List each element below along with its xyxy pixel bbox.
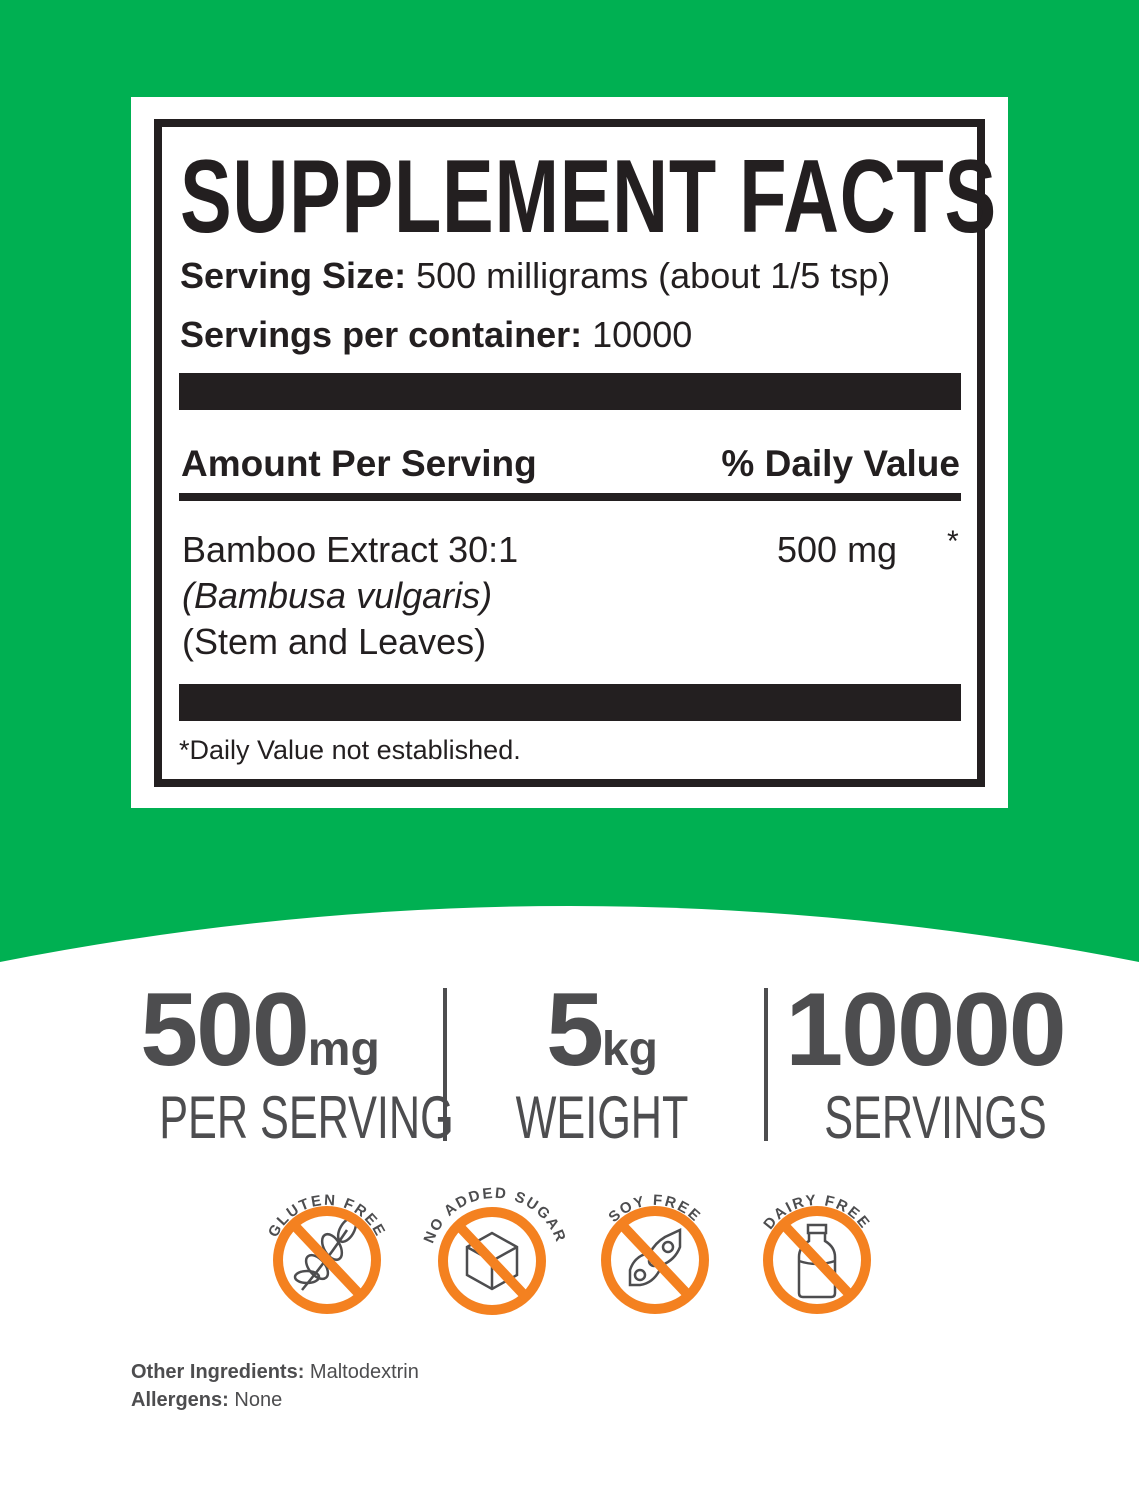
other-ingredients-value: Maltodextrin [309, 1361, 419, 1383]
servings-per-container: Servings per container: 10000 [180, 314, 692, 356]
other-ingredients-label: Other Ingredients: [131, 1361, 305, 1383]
serving-size-label: Serving Size: [180, 255, 407, 296]
supplement-facts-panel: SUPPLEMENT FACTS Serving Size: 500 milli… [131, 97, 1008, 808]
serving-size: Serving Size: 500 milligrams (about 1/5 … [180, 255, 890, 297]
serving-size-value: 500 milligrams (about 1/5 tsp) [416, 255, 891, 296]
stat-weight: 5kg WEIGHT [462, 978, 742, 1151]
divider [179, 493, 961, 501]
stat-number: 500 [140, 972, 310, 1088]
servings-label: Servings per container: [180, 314, 583, 355]
allergens-value: None [234, 1389, 283, 1411]
stat-number: 5 [546, 972, 604, 1088]
ingredient-amount: 500 mg [777, 529, 898, 570]
amount-per-serving-header: Amount Per Serving [181, 443, 537, 484]
facts-frame: SUPPLEMENT FACTS Serving Size: 500 milli… [154, 119, 996, 787]
stat-label: PER SERVING [159, 1084, 454, 1151]
soy-free-badge: SOY FREE [601, 1192, 709, 1314]
allergens: Allergens: None [131, 1389, 282, 1412]
white-wave [0, 906, 1139, 1080]
ingredient-parts: (Stem and Leaves) [182, 621, 487, 662]
stat-servings: 10000 SERVINGS [785, 978, 1066, 1151]
facts-title: SUPPLEMENT FACTS [180, 139, 997, 255]
stat-number: 10000 [785, 972, 1066, 1088]
ingredient-dv: * [947, 525, 959, 558]
no-added-sugar-badge: NO ADDED SUGAR [420, 1185, 568, 1315]
thick-divider [179, 684, 961, 721]
servings-value: 10000 [592, 314, 693, 355]
stat-per-serving: 500mg PER SERVING [120, 978, 454, 1151]
ingredient-name: Bamboo Extract 30:1 [182, 529, 519, 570]
other-ingredients: Other Ingredients: Maltodextrin [131, 1361, 419, 1384]
stat-unit: kg [601, 1023, 658, 1076]
thick-divider [179, 373, 961, 410]
daily-value-header: % Daily Value [721, 443, 960, 484]
ingredient-latin: (Bambusa vulgaris) [182, 575, 493, 616]
stat-separator [443, 988, 447, 1141]
allergens-label: Allergens: [131, 1389, 229, 1411]
stat-separator [764, 988, 768, 1141]
stat-label: SERVINGS [824, 1084, 1047, 1151]
stat-label: WEIGHT [515, 1084, 689, 1151]
stat-unit: mg [307, 1023, 380, 1076]
footnote: *Daily Value not established. [179, 735, 521, 765]
gluten-free-badge: GLUTEN FREE [265, 1192, 387, 1314]
dairy-free-badge: DAIRY FREE [760, 1192, 872, 1314]
